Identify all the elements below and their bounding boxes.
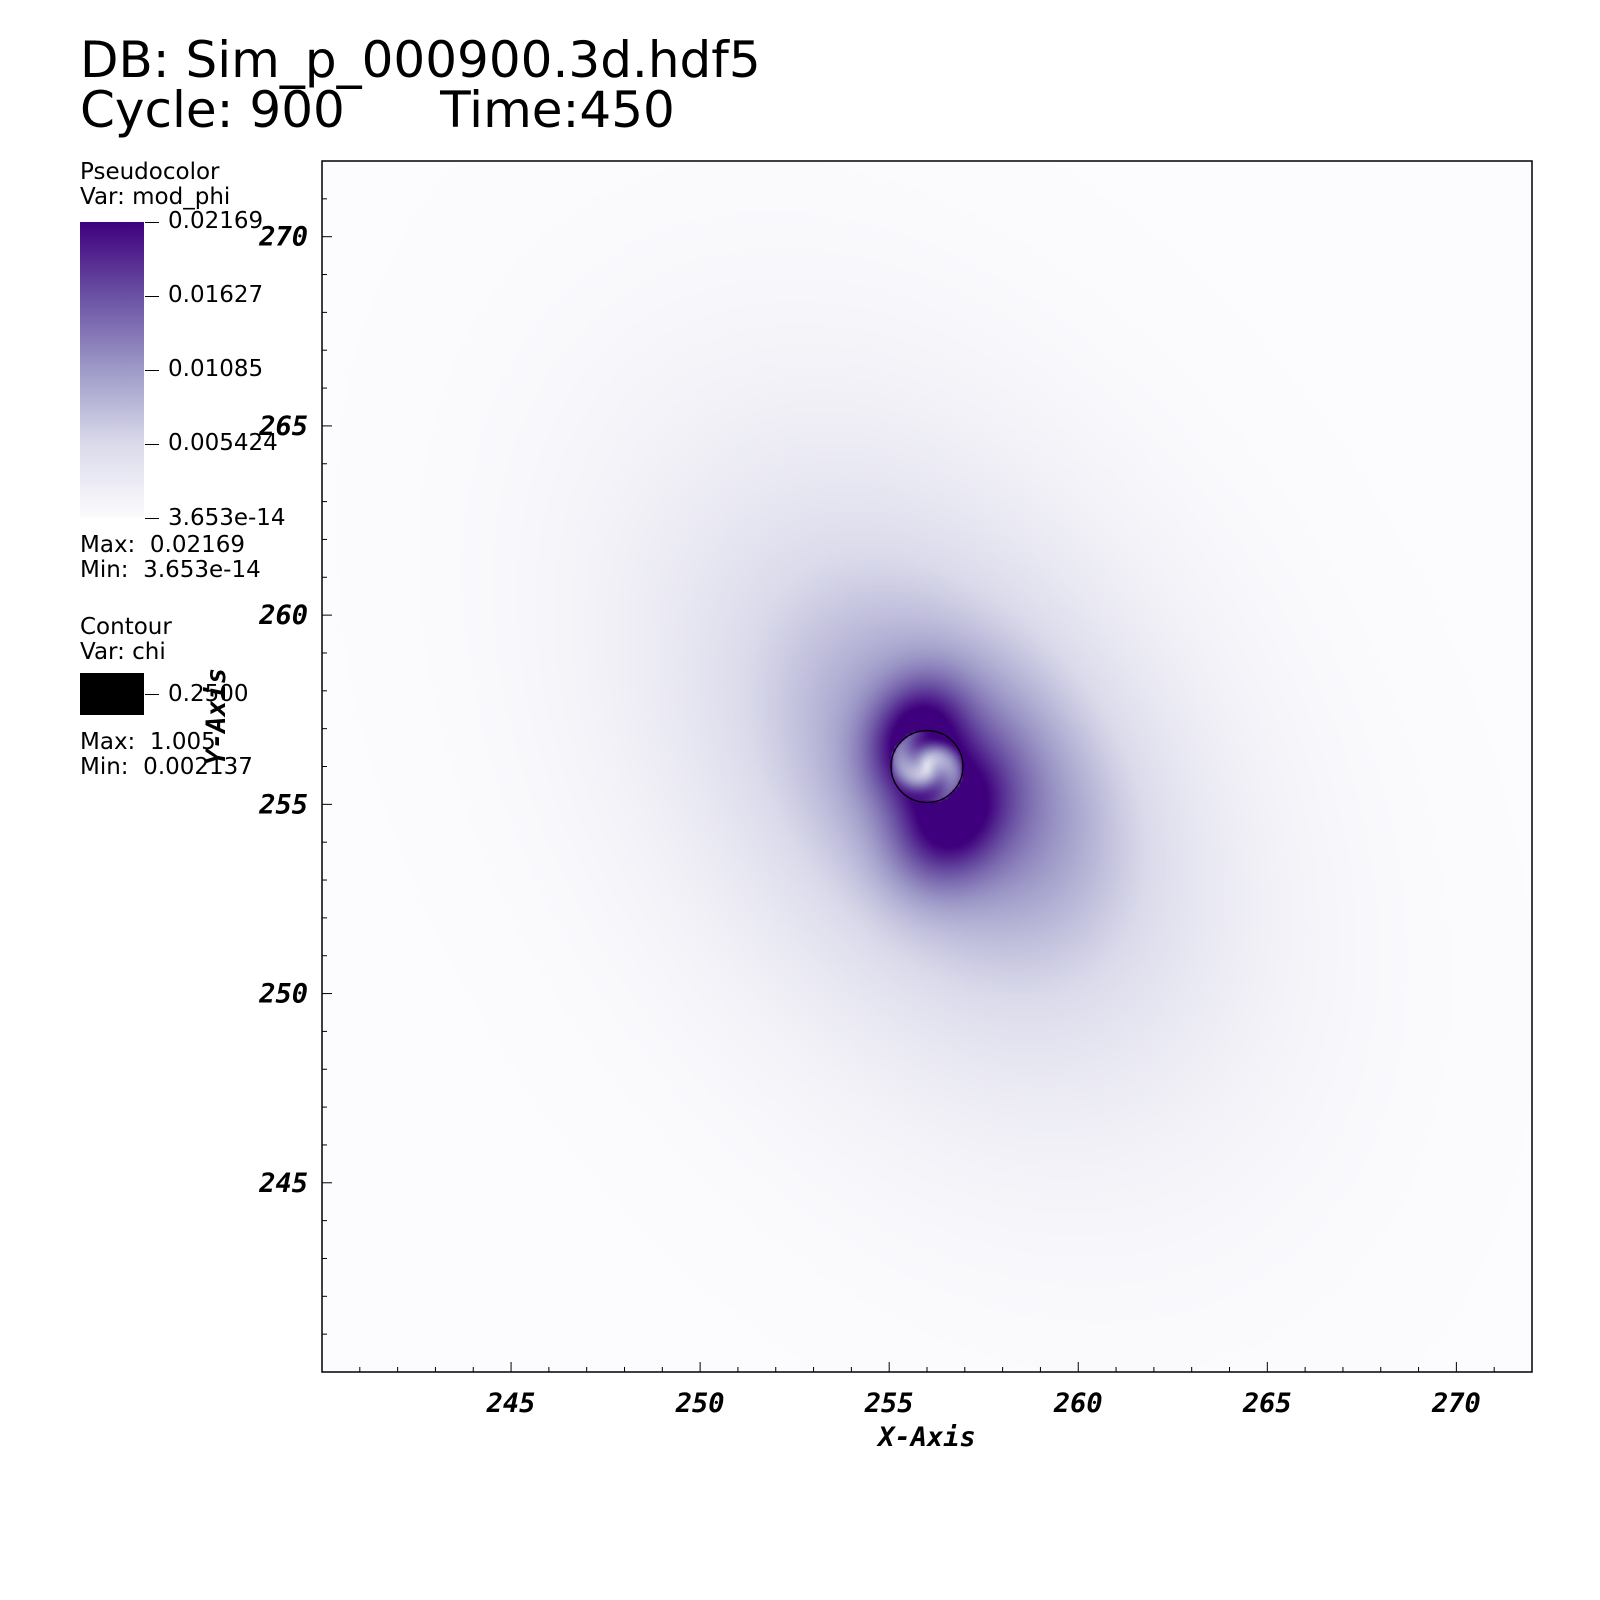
x-tick-label: 255 <box>864 1388 914 1419</box>
colorbar-tick-label: 0.005424 <box>168 430 278 456</box>
y-axis-title: Y-Axis <box>201 668 232 766</box>
y-axis-ticks: 245 250 255 260 265 270 <box>258 160 332 1373</box>
pseudocolor-legend-var: Var: mod_phi <box>80 184 231 210</box>
x-tick-label: 270 <box>1431 1388 1481 1419</box>
colorbar-tick <box>145 518 159 519</box>
colorbar-tick <box>145 296 159 297</box>
contour-level-tick <box>145 694 159 695</box>
colorbar-tick <box>145 444 159 445</box>
y-tick-label: 270 <box>258 222 308 253</box>
pseudocolor-legend-title: Pseudocolor <box>80 159 220 185</box>
y-tick-label: 250 <box>258 979 308 1010</box>
pseudocolor-min: Min: 3.653e-14 <box>80 557 261 583</box>
y-tick-label: 255 <box>258 789 308 820</box>
y-tick-label: 245 <box>258 1168 308 1199</box>
x-tick-label: 260 <box>1053 1388 1103 1419</box>
colorbar-tick-label: 0.01627 <box>168 282 264 308</box>
y-tick-label: 265 <box>258 411 308 442</box>
contour-level-swatch <box>80 673 144 715</box>
colorbar-tick-label: 3.653e-14 <box>168 505 286 531</box>
contour-min: Min: 0.002137 <box>80 754 253 780</box>
mod-phi-heatmap <box>322 161 1532 1372</box>
colorbar-tick <box>145 370 159 371</box>
cycle-time-label: Cycle: 900 Time:450 <box>80 81 675 139</box>
chi-contour-line <box>890 729 964 804</box>
contour-max: Max: 1.005 <box>80 729 216 755</box>
x-tick-label: 245 <box>486 1388 536 1419</box>
pseudocolor-colorbar <box>80 222 144 518</box>
database-title: DB: Sim_p_000900.3d.hdf5 <box>80 31 761 89</box>
y-tick-label: 260 <box>258 600 308 631</box>
x-axis-ticks: 245 250 255 260 265 270 <box>321 1362 1533 1419</box>
x-tick-label: 250 <box>675 1388 725 1419</box>
contour-legend-title: Contour <box>80 614 172 640</box>
contour-level-label: 0.2500 <box>168 681 249 707</box>
colorbar-tick-label: 0.01085 <box>168 356 264 382</box>
contour-legend-var: Var: chi <box>80 639 166 665</box>
x-axis-title: X-Axis <box>876 1422 976 1453</box>
pseudocolor-max: Max: 0.02169 <box>80 532 246 558</box>
colorbar-tick <box>145 222 159 223</box>
colorbar-tick-label: 0.02169 <box>168 208 264 234</box>
x-tick-label: 265 <box>1242 1388 1292 1419</box>
